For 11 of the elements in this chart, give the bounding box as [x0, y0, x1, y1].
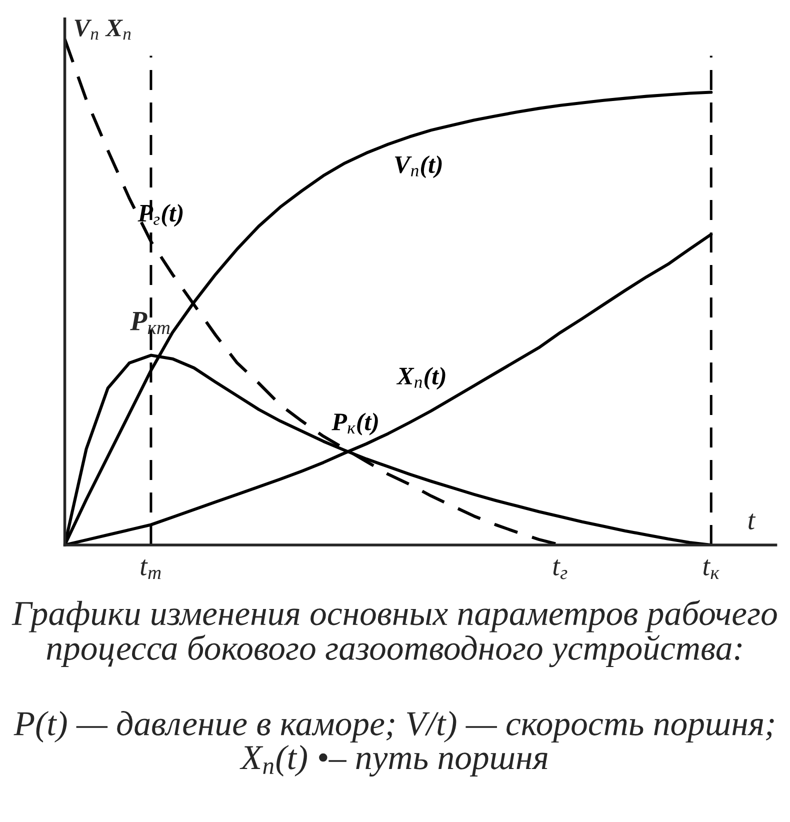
series-label: V$_{п}$(t) — [394, 155, 442, 178]
x-tick-label: t$_{г}$ — [553, 560, 568, 580]
x-axis-title: t — [748, 514, 756, 530]
text: P(t) — давление в каморе; V/t) — скорость поршня; X$_{n}$(t) •– путь поршня — [14, 711, 774, 777]
annotation: P$_{кт}$ — [130, 312, 170, 334]
x-tick-label: t$_{к}$ — [703, 560, 720, 579]
text: Графики изменения основных параметров рабочего процесса бокового газоотводного устройства: — [12, 600, 777, 668]
x-tick-label: t$_{m}$ — [140, 560, 161, 579]
series-label: X$_{п}$(t) — [396, 366, 446, 390]
series-label: P$_{к}$(t) — [332, 412, 378, 436]
y-axis-title: V$_{п}$ X$_{п}$ — [74, 20, 131, 40]
